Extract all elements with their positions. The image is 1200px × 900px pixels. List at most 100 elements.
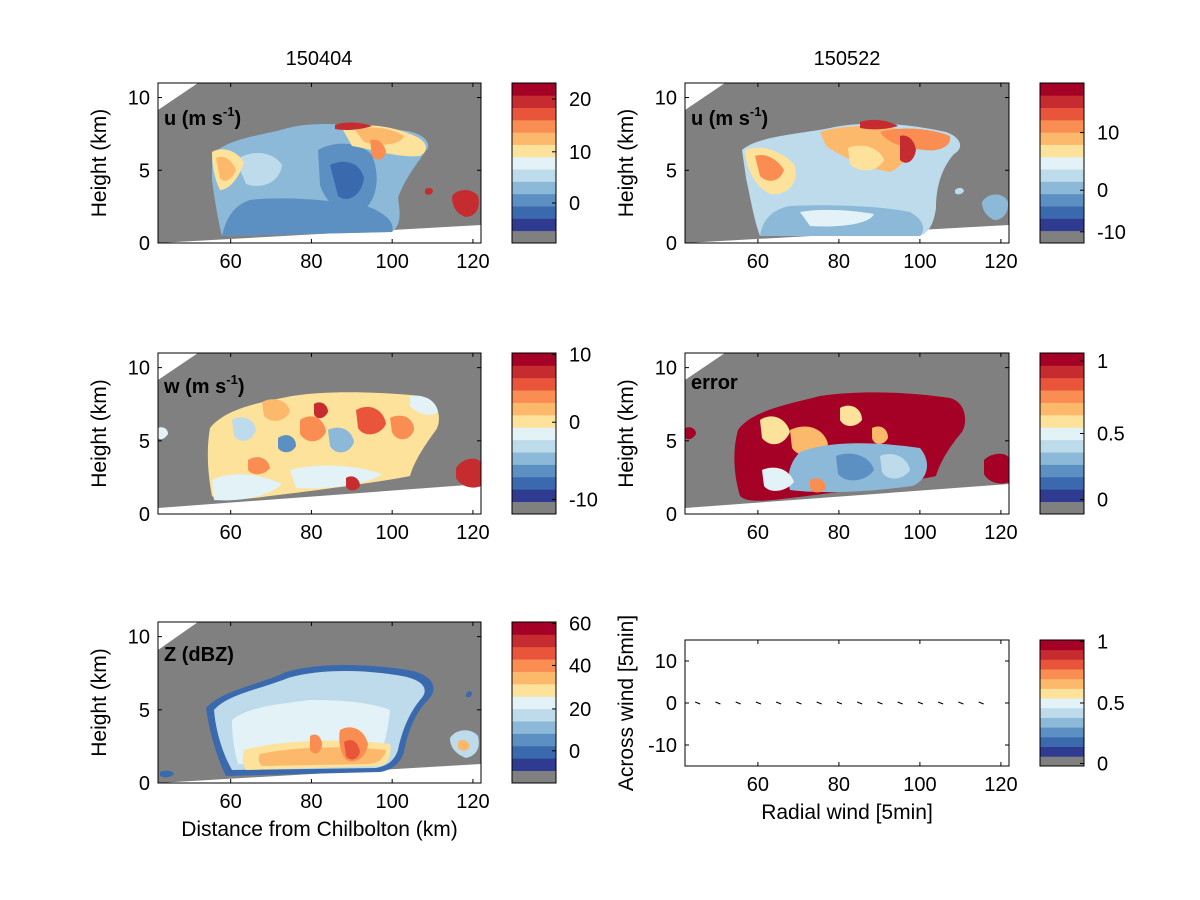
y-tick-label: -10 — [648, 735, 677, 757]
colorbar-swatch — [1040, 365, 1084, 379]
x-axis-label: Distance from Chilbolton (km) — [181, 818, 458, 841]
wind-vector — [775, 701, 782, 705]
colorbar-swatch — [512, 733, 556, 747]
y-axis-label: Across wind [5min] — [615, 615, 638, 791]
colorbar-frame — [511, 352, 557, 515]
colorbar-swatch — [1040, 659, 1084, 670]
colorbar-swatch — [1040, 501, 1084, 515]
colorbar: 60 40 20 0 — [511, 614, 591, 784]
colorbar-tick-label: 0 — [569, 193, 580, 215]
x-tick-label: 120 — [984, 774, 1017, 796]
echo-region — [356, 406, 386, 435]
echo-region — [836, 453, 874, 481]
wind-vector — [978, 701, 984, 705]
x-tick-label: 120 — [456, 251, 489, 273]
axes-labels: Height (km) Height (km) Height (km) Height … — [88, 109, 933, 841]
y-axis-label: Height (km) — [88, 379, 111, 488]
echo-region — [344, 740, 360, 760]
colorbar-swatch — [512, 402, 556, 416]
colorbar-swatch — [1040, 95, 1084, 109]
colorbar-swatch — [512, 414, 556, 428]
x-tick-label: 60 — [747, 522, 769, 544]
echo-region — [212, 474, 282, 501]
y-axis-label: Height (km) — [88, 109, 111, 218]
colorbar-swatch — [512, 489, 556, 503]
colorbar-swatch — [512, 452, 556, 465]
panel-u-150522: u (m s-1) — [684, 82, 1010, 244]
echo-region — [762, 467, 794, 491]
x-tick-label: 100 — [375, 251, 408, 273]
y-tick-label: 10 — [128, 88, 150, 110]
field-layer — [158, 353, 481, 514]
colorbar-swatch — [512, 218, 556, 232]
colorbar-tick-label: 20 — [569, 89, 591, 111]
colorbar-swatch — [512, 365, 556, 379]
plot-frame — [684, 352, 1010, 515]
field-layer — [685, 353, 1009, 514]
colorbar-swatch — [1040, 736, 1084, 748]
colorbar-swatch — [512, 501, 556, 515]
colorbar-swatch — [1040, 640, 1084, 651]
colorbar-swatch — [512, 476, 556, 490]
x-tick-label: 80 — [828, 522, 850, 544]
colorbar-tick-label: 10 — [569, 345, 591, 367]
colorbar-tick-label: 20 — [569, 699, 591, 721]
y-tick-label: 0 — [666, 504, 677, 526]
wind-vector — [958, 701, 964, 705]
colorbar-swatch — [1040, 414, 1084, 428]
echo-region — [452, 190, 479, 217]
echo-region — [685, 427, 696, 440]
colorbar-swatch — [512, 206, 556, 219]
colorbar-swatch — [1040, 746, 1084, 757]
colorbar-tick-label: 1 — [1097, 631, 1108, 653]
colorbar-tick-label: 10 — [1097, 123, 1119, 145]
colorbar-swatch — [512, 721, 556, 734]
echo-region — [300, 416, 326, 442]
x-tick-label: 60 — [747, 774, 769, 796]
wind-vector — [816, 701, 822, 705]
colorbar-swatch — [512, 144, 556, 158]
y-tick-label: 5 — [666, 431, 677, 453]
echo-region — [955, 187, 964, 195]
x-tick-label: 80 — [300, 791, 322, 813]
colorbar-swatch — [512, 353, 556, 366]
colorbar-frame — [1039, 82, 1085, 244]
colorbar-swatch — [1040, 489, 1084, 503]
colorbar-swatch — [1040, 119, 1084, 133]
plot-frame — [684, 82, 1010, 244]
colorbar-swatch — [512, 659, 556, 672]
y-tick-label: 5 — [139, 700, 150, 722]
colorbar: 20 10 0 — [511, 82, 591, 244]
x-tick-label: 120 — [456, 791, 489, 813]
echo-region — [390, 415, 414, 440]
wind-vector — [796, 701, 802, 705]
y-tick-label: 0 — [139, 773, 150, 795]
colorbar-frame — [511, 621, 557, 784]
echo-region — [760, 416, 790, 445]
colorbar-swatch — [512, 83, 556, 96]
echo-region — [410, 395, 438, 415]
unobserved-top-wedge — [685, 353, 725, 380]
echo-region — [860, 119, 898, 130]
wind-vector — [836, 701, 843, 705]
colorbar-swatch — [1040, 83, 1084, 96]
echo-region — [880, 453, 910, 479]
echo-region — [848, 145, 884, 171]
echo-region — [160, 770, 174, 778]
x-tick-label: 100 — [375, 791, 408, 813]
colorbar-swatch — [512, 696, 556, 710]
y-tick-label: 5 — [139, 160, 150, 182]
colorbar-swatch — [512, 156, 556, 170]
echo-region — [810, 478, 826, 493]
echo-region — [335, 122, 372, 130]
unobserved-top-wedge — [158, 353, 198, 380]
echo-region — [232, 417, 256, 441]
colorbar-swatch — [1040, 107, 1084, 121]
x-tick-label: 60 — [220, 522, 242, 544]
colorbar-swatch — [1040, 727, 1084, 738]
y-tick-label: 0 — [666, 693, 677, 715]
colorbar-swatch — [512, 622, 556, 635]
unobserved-top-wedge — [158, 622, 198, 650]
